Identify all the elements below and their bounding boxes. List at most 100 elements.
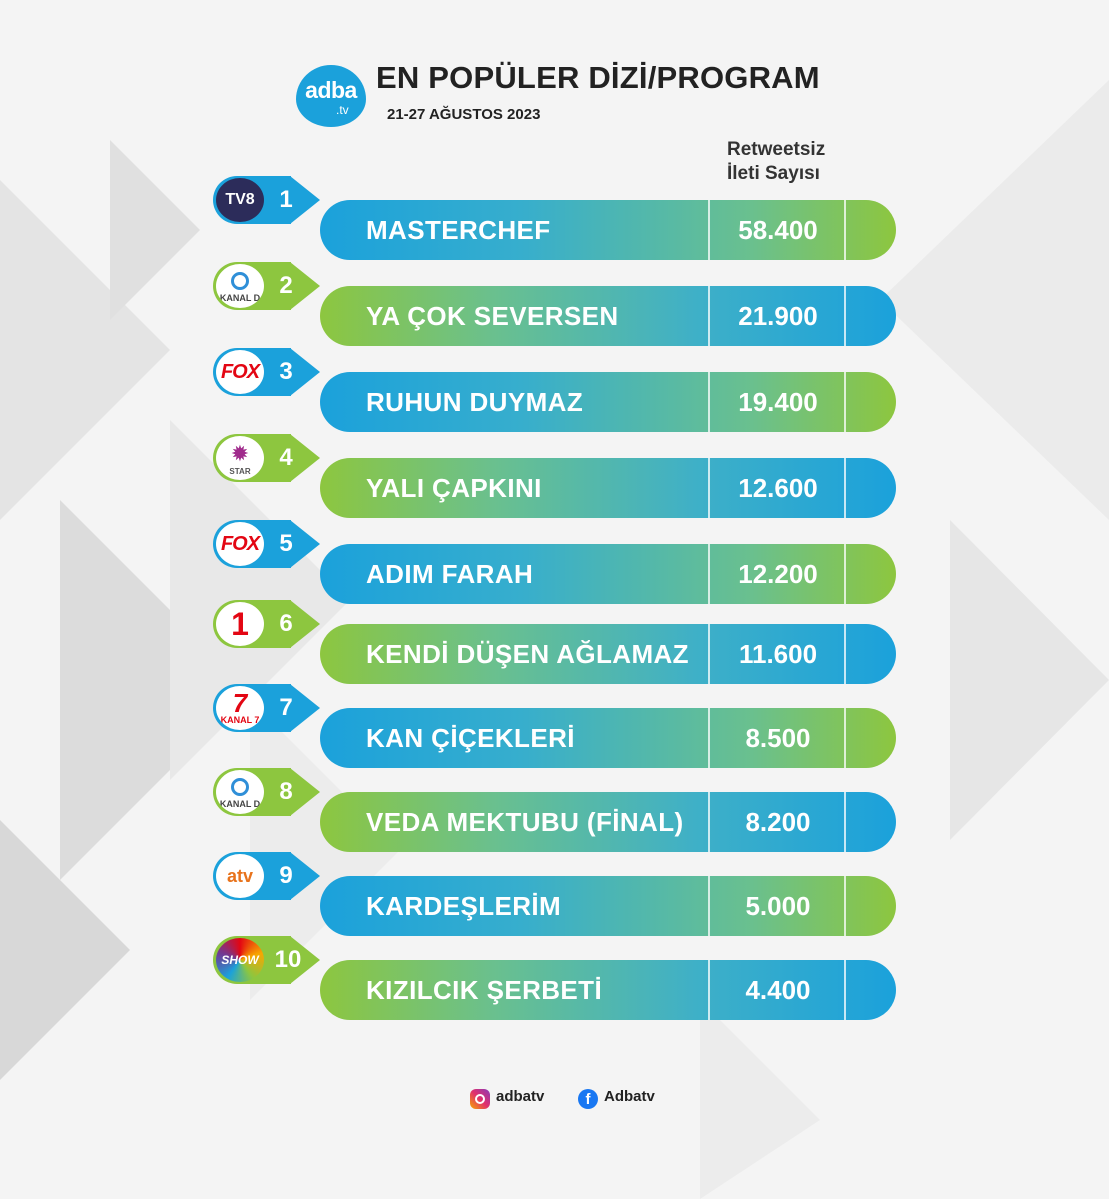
rank-badge-arrow: [290, 434, 320, 482]
channel-logo: atv: [216, 854, 264, 898]
column-header-line2: İleti Sayısı: [727, 163, 820, 184]
rank-badge-arrow: [290, 600, 320, 648]
bar-divider: [844, 708, 846, 768]
bar-divider: [708, 708, 710, 768]
column-header-line1: Retweetsiz: [727, 139, 826, 160]
bar-divider: [844, 876, 846, 936]
post-count: 12.200: [738, 559, 818, 589]
rank-badge-arrow: [290, 684, 320, 732]
bar-divider: [708, 544, 710, 604]
channel-logo: FOX: [216, 350, 264, 394]
rank-number: 1: [279, 186, 293, 213]
rank-badge-arrow: [290, 520, 320, 568]
bar-divider: [708, 372, 710, 432]
ranking-bar: [320, 876, 896, 936]
bar-divider: [844, 200, 846, 260]
program-name: KIZILCIK ŞERBETİ: [366, 975, 603, 1005]
rank-badge-arrow: [290, 262, 320, 310]
channel-logo: KANAL 7: [216, 686, 264, 730]
post-count: 19.400: [738, 387, 818, 417]
bar-divider: [844, 624, 846, 684]
rank-number: 2: [279, 272, 293, 299]
bar-divider: [708, 876, 710, 936]
facebook-icon[interactable]: f: [578, 1089, 598, 1109]
post-count: 58.400: [738, 215, 818, 245]
channel-logo: STAR: [216, 436, 264, 480]
ranking-bar: [320, 372, 896, 432]
ranking-bar: [320, 708, 896, 768]
post-count: 8.200: [745, 807, 811, 837]
program-name: KARDEŞLERİM: [366, 891, 562, 921]
post-count: 11.600: [738, 639, 818, 669]
program-name: YALI ÇAPKINI: [366, 473, 542, 503]
ranking-row: FOX 5 ADIM FARAH 12.200: [0, 518, 1109, 604]
footer: adbatv f Adbatv: [0, 1080, 1109, 1120]
ranking-bar: [320, 286, 896, 346]
post-count: 4.400: [745, 975, 811, 1005]
channel-logo: SHOW: [216, 938, 264, 982]
program-name: ADIM FARAH: [366, 559, 534, 589]
page-title: EN POPÜLER DİZİ/PROGRAM: [376, 60, 820, 95]
channel-logo: KANAL D: [216, 770, 264, 814]
bar-divider: [844, 544, 846, 604]
bar-divider: [708, 286, 710, 346]
post-count: 12.600: [738, 473, 818, 503]
rank-badge-arrow: [290, 852, 320, 900]
facebook-handle[interactable]: Adbatv: [604, 1088, 655, 1105]
bar-divider: [708, 458, 710, 518]
rank-number: 6: [279, 610, 293, 637]
bar-divider: [844, 372, 846, 432]
bar-divider: [708, 960, 710, 1020]
post-count: 5.000: [745, 891, 811, 921]
rank-badge-arrow: [290, 348, 320, 396]
post-count: 21.900: [738, 301, 818, 331]
rank-number: 3: [279, 358, 293, 385]
channel-logo: FOX: [216, 522, 264, 566]
channel-logo: KANAL D: [216, 264, 264, 308]
rank-badge-arrow: [290, 936, 320, 984]
ranking-row: SHOW 10 KIZILCIK ŞERBETİ 4.400: [0, 934, 1109, 1020]
program-name: VEDA MEKTUBU (FİNAL): [366, 807, 684, 837]
ranking-row: STAR 4 YALI ÇAPKINI 12.600: [0, 432, 1109, 518]
program-name: RUHUN DUYMAZ: [366, 387, 584, 417]
rank-number: 10: [274, 946, 302, 973]
ranking-row: TV8 1 MASTERCHEF 58.400: [0, 174, 1109, 260]
ranking-bar: [320, 624, 896, 684]
bar-divider: [708, 624, 710, 684]
adba-logo: adba .tv: [296, 65, 366, 127]
program-name: KAN ÇİÇEKLERİ: [366, 723, 575, 753]
ranking-row: KANAL 7 7 KAN ÇİÇEKLERİ 8.500: [0, 682, 1109, 768]
header: adba .tv EN POPÜLER DİZİ/PROGRAM 21-27 A…: [0, 0, 1109, 200]
bar-divider: [844, 286, 846, 346]
rank-number: 4: [279, 444, 293, 471]
ranking-bar: [320, 200, 896, 260]
instagram-handle[interactable]: adbatv: [496, 1088, 545, 1105]
rank-number: 7: [279, 694, 293, 721]
instagram-icon[interactable]: [470, 1089, 490, 1109]
channel-logo: 1: [216, 602, 264, 646]
bar-divider: [844, 960, 846, 1020]
ranking-bar: [320, 792, 896, 852]
ranking-row: 1 6 KENDİ DÜŞEN AĞLAMAZ 11.600: [0, 598, 1109, 684]
post-count: 8.500: [745, 723, 811, 753]
rank-number: 5: [279, 530, 293, 557]
bar-divider: [844, 792, 846, 852]
column-header: Retweetsiz İleti Sayısı: [727, 138, 825, 186]
program-name: YA ÇOK SEVERSEN: [366, 301, 619, 331]
bar-divider: [708, 792, 710, 852]
program-name: MASTERCHEF: [366, 215, 551, 245]
rank-number: 8: [279, 778, 293, 805]
channel-logo: TV8: [216, 178, 264, 222]
ranking-row: atv 9 KARDEŞLERİM 5.000: [0, 850, 1109, 936]
ranking-bar: [320, 458, 896, 518]
ranking-row: FOX 3 RUHUN DUYMAZ 19.400: [0, 346, 1109, 432]
program-name: KENDİ DÜŞEN AĞLAMAZ: [366, 639, 689, 669]
ranking-row: KANAL D 2 YA ÇOK SEVERSEN 21.900: [0, 260, 1109, 346]
ranking-bar: [320, 960, 896, 1020]
rank-badge-arrow: [290, 176, 320, 224]
logo-sub-text: .tv: [336, 103, 349, 117]
bar-divider: [708, 200, 710, 260]
rank-number: 9: [279, 862, 293, 889]
ranking-row: KANAL D 8 VEDA MEKTUBU (FİNAL) 8.200: [0, 766, 1109, 852]
ranking-bar: [320, 544, 896, 604]
